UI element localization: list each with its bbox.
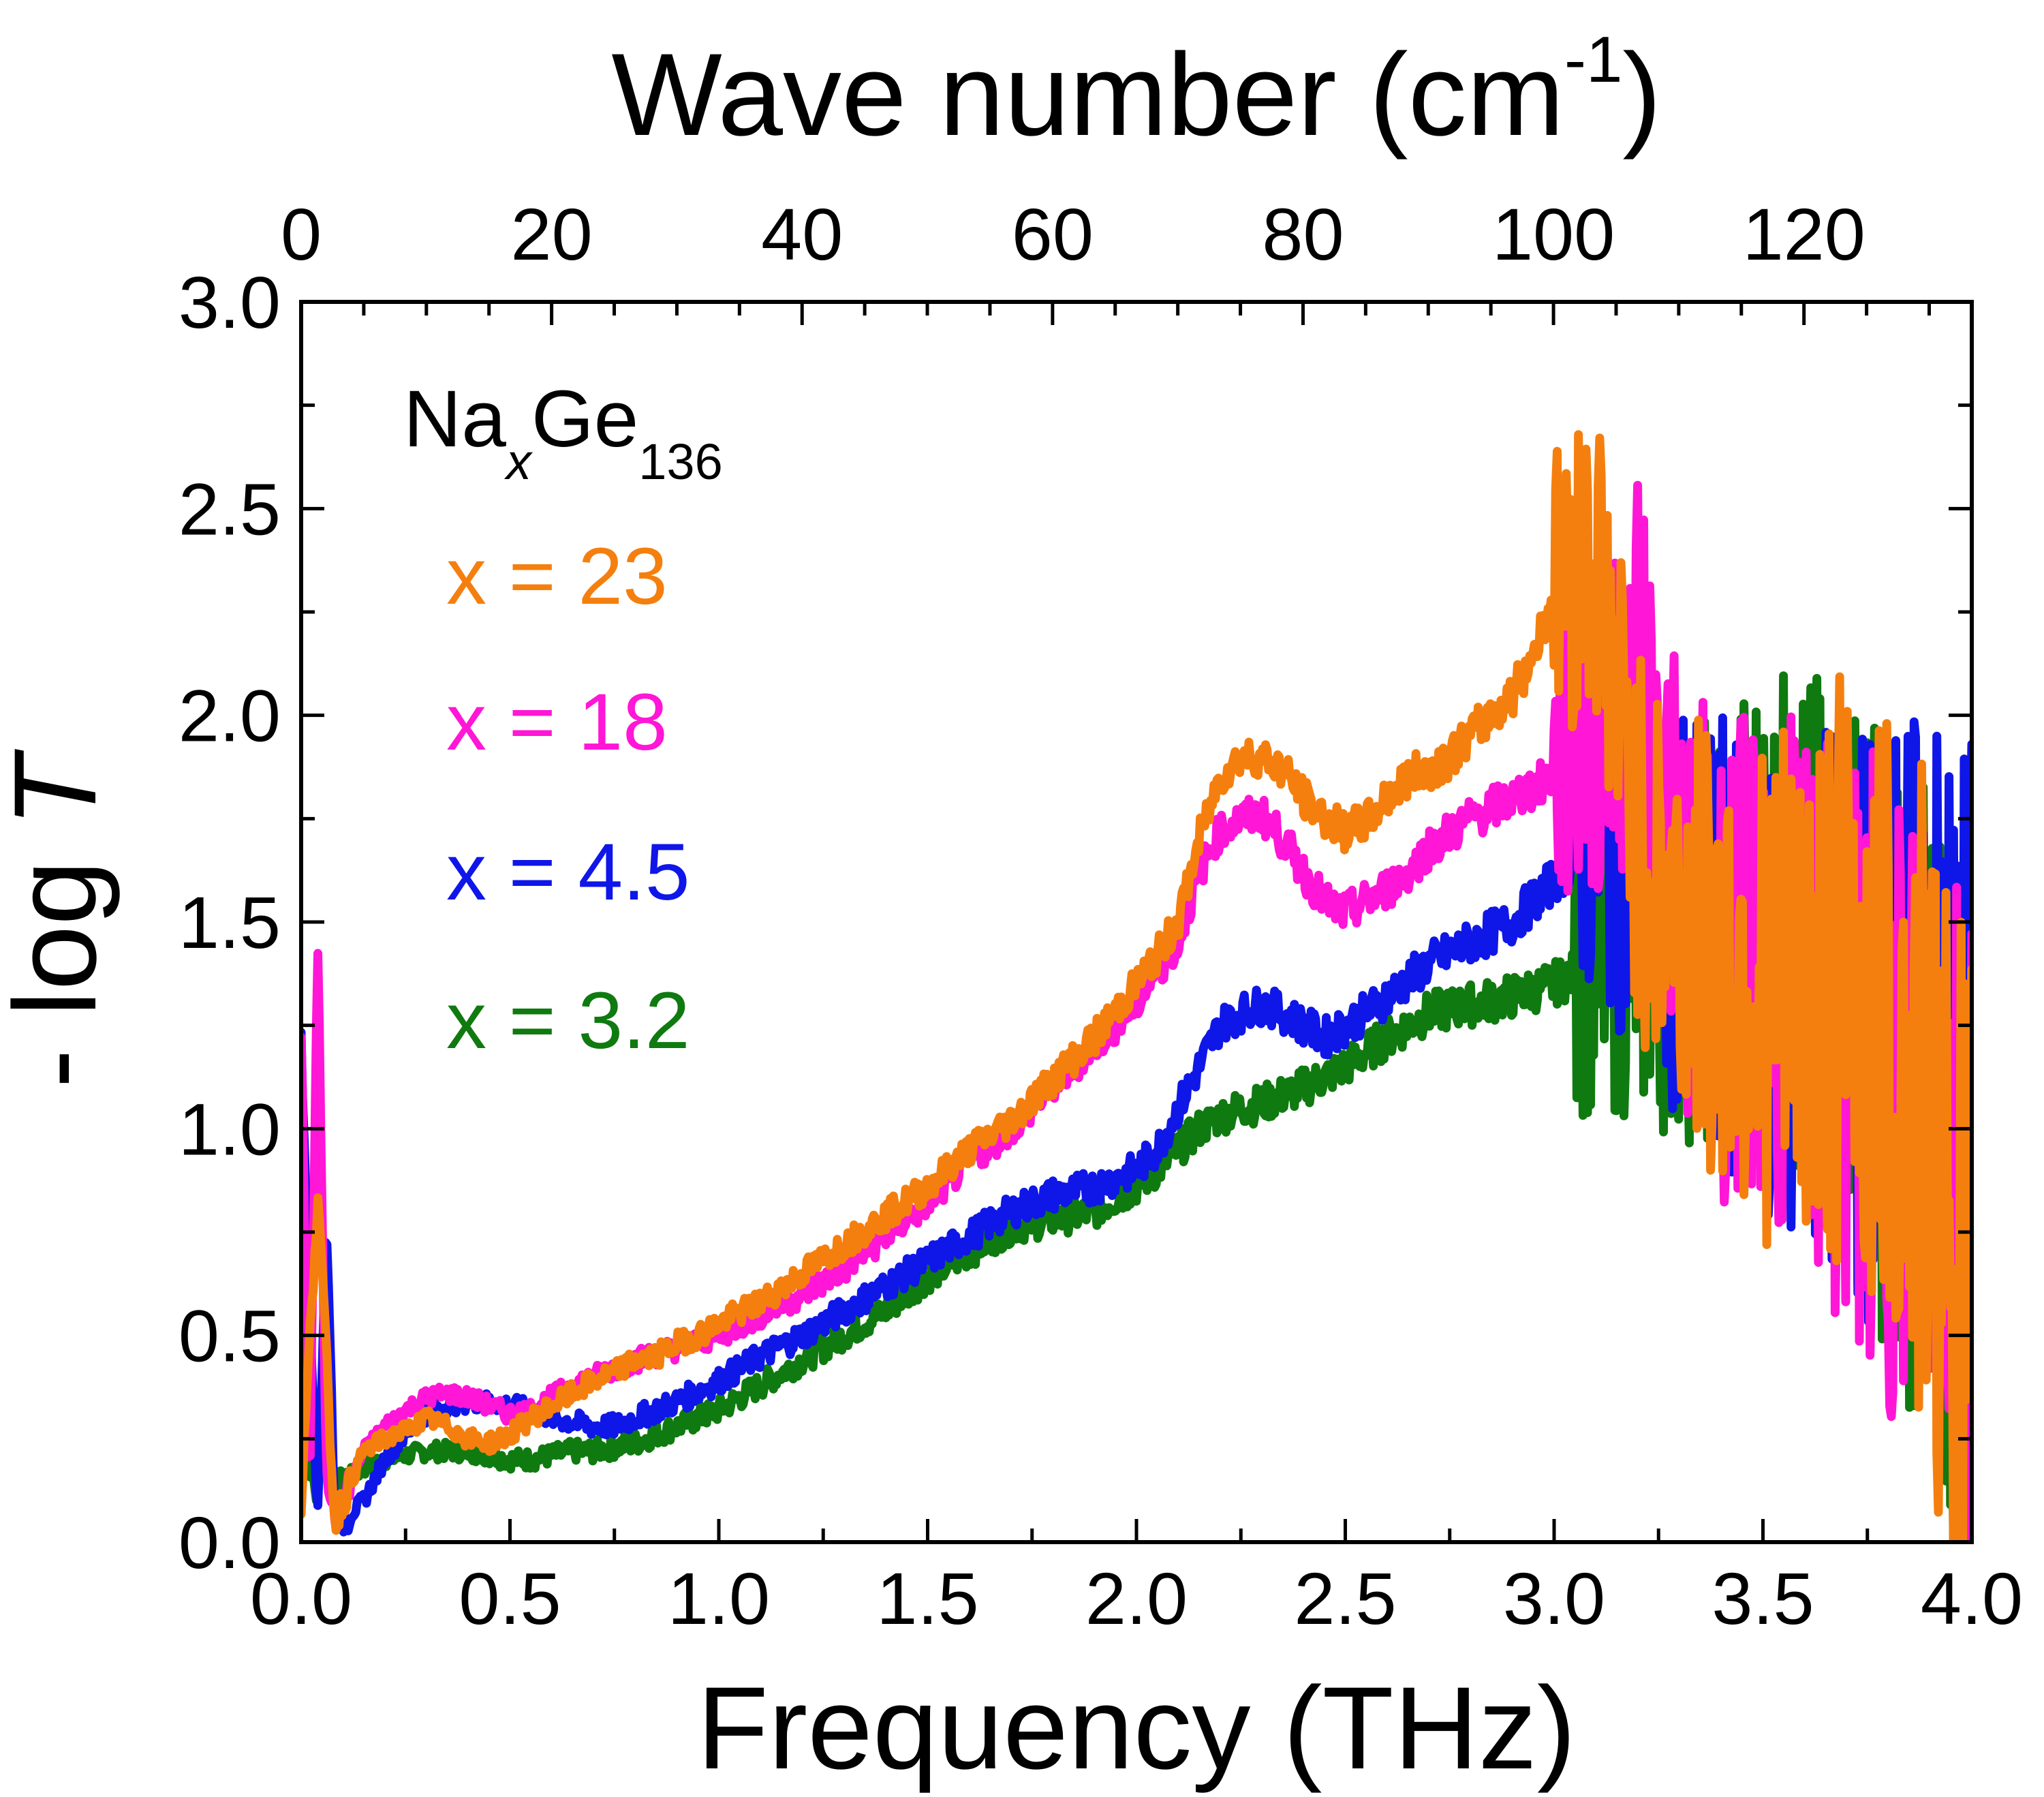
series-layer <box>301 430 1972 1542</box>
legend-entry-x18: x = 18 <box>446 677 668 767</box>
y-tick-label: 1.0 <box>179 1088 281 1170</box>
y-axis-title: - log T <box>0 748 121 1088</box>
x2-tick-label: 60 <box>1012 193 1094 275</box>
x-tick-label: 3.5 <box>1712 1557 1814 1640</box>
x-tick-label: 0.5 <box>459 1557 561 1640</box>
y-tick-label: 3.0 <box>179 261 281 343</box>
x2-tick-label: 20 <box>511 193 593 275</box>
x2-tick-label: 0 <box>281 193 322 275</box>
x2-tick-label: 80 <box>1262 193 1344 275</box>
x2-tick-label: 120 <box>1743 193 1865 275</box>
top-axis-title: Wave number (cm-1) <box>611 23 1661 160</box>
x2-tick-label: 40 <box>761 193 843 275</box>
legend: NaxGe136 x = 23 x = 18 x = 4.5 x = 3.2 <box>403 374 723 1066</box>
y-tick-label: 2.0 <box>179 675 281 757</box>
x2-tick-label: 100 <box>1492 193 1615 275</box>
legend-entry-x4-5: x = 4.5 <box>446 827 690 917</box>
y-tick-label: 0.5 <box>179 1295 281 1377</box>
x-tick-label: 2.0 <box>1085 1557 1188 1640</box>
x-tick-label: 3.0 <box>1503 1557 1605 1640</box>
x-tick-label: 1.0 <box>668 1557 770 1640</box>
legend-entry-x3-2: x = 3.2 <box>446 976 690 1066</box>
legend-entry-x23: x = 23 <box>446 532 668 621</box>
x-tick-label: 4.0 <box>1921 1557 2023 1640</box>
x-tick-label: 0.0 <box>250 1557 352 1640</box>
x-axis-title: Frequency (THz) <box>697 1663 1576 1794</box>
tick-marks <box>299 300 1974 1544</box>
y-tick-label: 0.0 <box>179 1501 281 1584</box>
legend-title: NaxGe136 <box>403 374 723 490</box>
y-tick-label: 2.5 <box>179 467 281 550</box>
tick-labels: 0.0 0.5 1.0 1.5 2.0 2.5 3.0 3.5 4.0 0.0 0.5 1.0 1.5 2… <box>179 193 2023 1640</box>
series-line-0 <box>301 430 1972 1542</box>
x-tick-label: 2.5 <box>1294 1557 1396 1640</box>
y-tick-label: 1.5 <box>179 881 281 964</box>
x-tick-label: 1.5 <box>876 1557 978 1640</box>
